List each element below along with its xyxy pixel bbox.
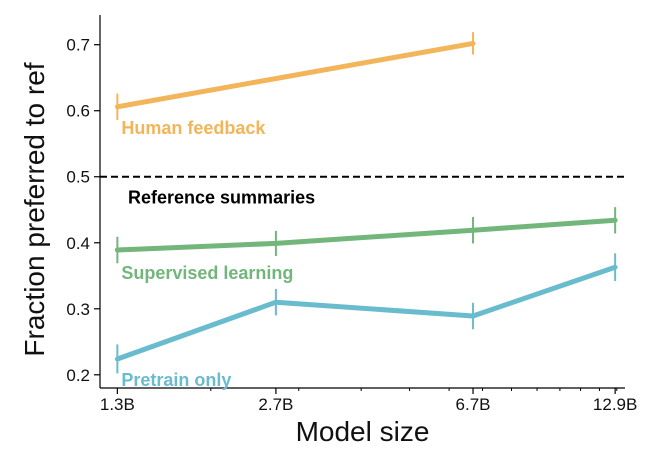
series-label: Pretrain only xyxy=(121,370,231,390)
y-tick-label: 0.5 xyxy=(66,168,90,187)
label-layer: Reference summaries Human feedback Supervi… xyxy=(121,118,315,390)
y-tick-label: 0.7 xyxy=(66,36,90,55)
x-tick-label: 6.7B xyxy=(456,395,491,414)
series-line xyxy=(114,217,618,253)
series-supervised-learning xyxy=(114,207,618,264)
series-human-feedback xyxy=(114,32,476,120)
series-line xyxy=(114,40,476,110)
y-axis-label: Fraction preferred to ref xyxy=(19,62,50,356)
series-line xyxy=(114,264,618,362)
reference-line-label: Reference summaries xyxy=(128,188,315,208)
series-label: Supervised learning xyxy=(121,263,293,283)
y-tick-label: 0.4 xyxy=(66,234,90,253)
series-label: Human feedback xyxy=(121,118,266,138)
y-tick-label: 0.2 xyxy=(66,366,90,385)
y-tick-label: 0.3 xyxy=(66,300,90,319)
x-axis-label: Model size xyxy=(296,416,430,447)
series-pretrain-only xyxy=(114,253,618,374)
y-tick-label: 0.6 xyxy=(66,102,90,121)
axes-layer: 0.2 0.3 0.4 0.5 0.6 0.7 1.3B 2.7B 6.7B 12.9B Model… xyxy=(19,15,637,447)
x-tick-label: 2.7B xyxy=(258,395,293,414)
x-tick-label: 12.9B xyxy=(593,395,637,414)
x-tick-label: 1.3B xyxy=(100,395,135,414)
series-layer xyxy=(114,32,618,374)
